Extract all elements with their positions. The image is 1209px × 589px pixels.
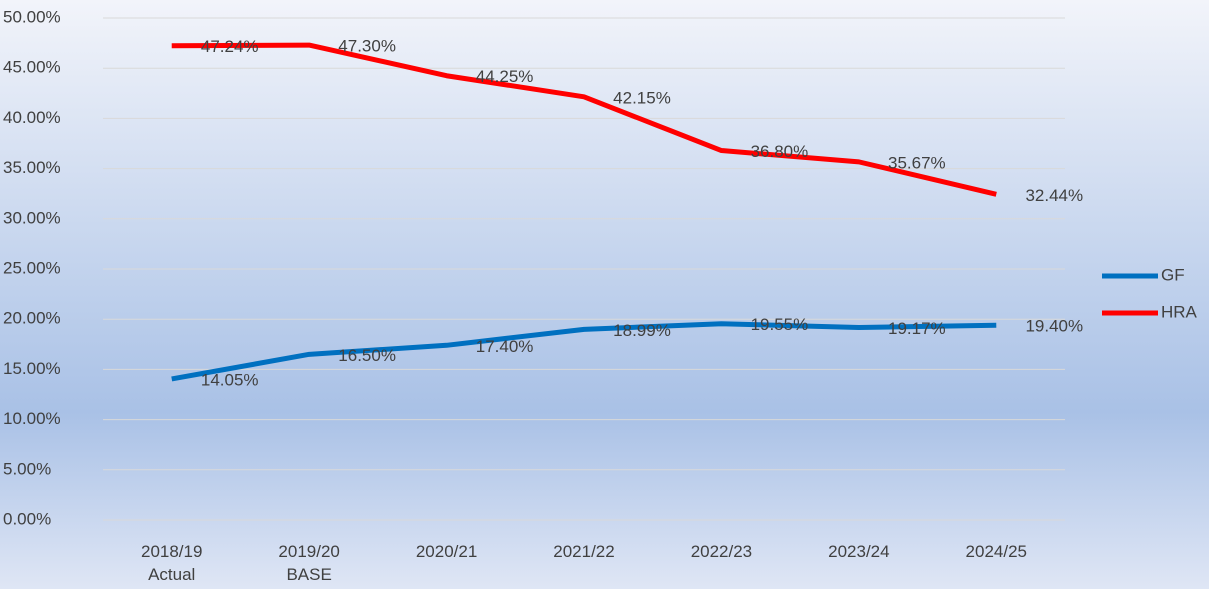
data-label: 19.17% <box>888 319 946 338</box>
data-label: 32.44% <box>1025 186 1083 205</box>
data-label: 18.99% <box>613 321 671 340</box>
y-tick-label: 25.00% <box>3 258 61 277</box>
data-label: 14.05% <box>201 370 259 389</box>
data-label: 19.40% <box>1025 317 1083 336</box>
data-label: 16.50% <box>338 346 396 365</box>
y-tick-label: 15.00% <box>3 359 61 378</box>
y-tick-label: 40.00% <box>3 108 61 127</box>
data-label: 17.40% <box>476 337 534 356</box>
x-tick-label: 2019/20 BASE <box>278 542 339 584</box>
x-tick-label: 2020/21 <box>416 542 477 561</box>
legend-label: GF <box>1161 265 1185 284</box>
y-tick-label: 10.00% <box>3 409 61 428</box>
y-tick-label: 35.00% <box>3 158 61 177</box>
y-tick-label: 0.00% <box>3 509 51 528</box>
data-label: 44.25% <box>476 67 534 86</box>
y-tick-label: 50.00% <box>3 7 61 26</box>
line-series <box>171 42 997 197</box>
y-tick-label: 45.00% <box>3 58 61 77</box>
x-tick-label: 2021/22 <box>553 542 614 561</box>
data-label: 36.80% <box>751 142 809 161</box>
x-tick-label: 2024/25 <box>966 542 1027 561</box>
data-label: 19.55% <box>751 315 809 334</box>
y-tick-label: 30.00% <box>3 208 61 227</box>
y-tick-label: 5.00% <box>3 459 51 478</box>
data-label: 47.30% <box>338 37 396 56</box>
line-series <box>171 321 997 382</box>
data-label: 35.67% <box>888 153 946 172</box>
x-tick-label: 2018/19 Actual <box>141 542 202 584</box>
x-tick-label: 2023/24 <box>828 542 889 561</box>
legend-label: HRA <box>1161 302 1198 321</box>
x-tick-label: 2022/23 <box>691 542 752 561</box>
data-label: 42.15% <box>613 88 671 107</box>
y-tick-label: 20.00% <box>3 309 61 328</box>
data-label: 47.24% <box>201 37 259 56</box>
